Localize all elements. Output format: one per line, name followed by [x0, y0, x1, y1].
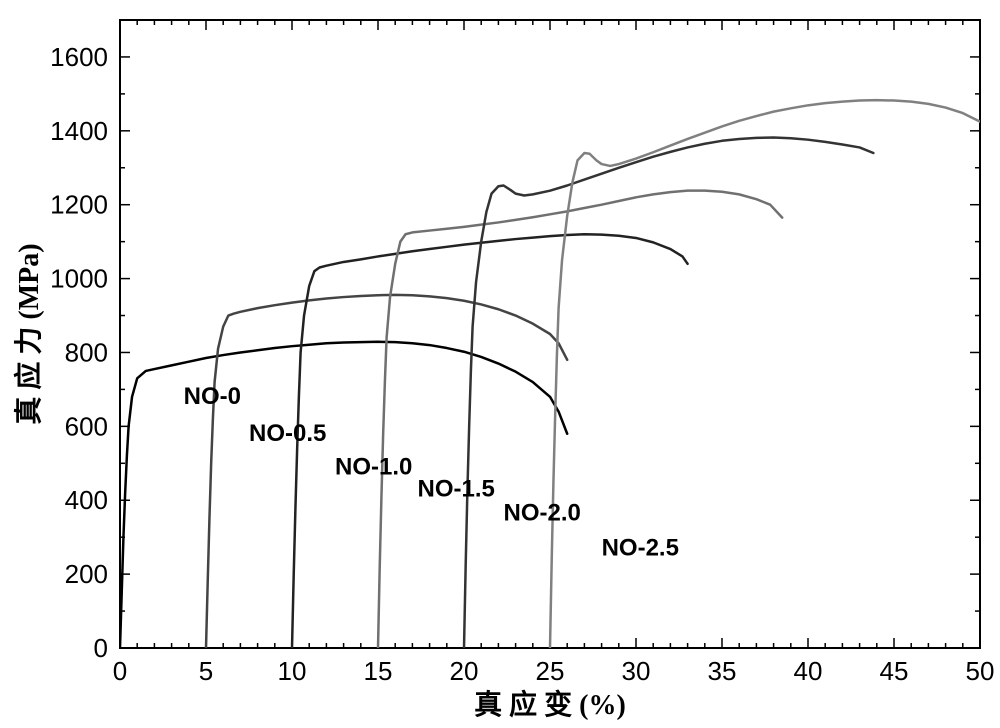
series-label-NO-1.0: NO-1.0 — [335, 453, 412, 480]
y-tick-label: 0 — [94, 633, 108, 663]
y-tick-label: 400 — [65, 485, 108, 515]
y-tick-label: 1600 — [50, 42, 108, 72]
x-tick-label: 25 — [536, 656, 565, 686]
x-tick-label: 10 — [278, 656, 307, 686]
x-tick-label: 40 — [794, 656, 823, 686]
y-tick-label: 800 — [65, 337, 108, 367]
series-label-NO-0.5: NO-0.5 — [249, 420, 326, 447]
x-tick-label: 45 — [880, 656, 909, 686]
series-label-NO-2.0: NO-2.0 — [504, 500, 581, 527]
x-tick-label: 0 — [113, 656, 127, 686]
y-tick-label: 200 — [65, 559, 108, 589]
x-tick-label: 30 — [622, 656, 651, 686]
series-label-NO-2.5: NO-2.5 — [602, 535, 679, 562]
x-tick-label: 15 — [364, 656, 393, 686]
x-tick-label: 20 — [450, 656, 479, 686]
y-tick-label: 1400 — [50, 116, 108, 146]
y-tick-label: 600 — [65, 411, 108, 441]
x-tick-label: 35 — [708, 656, 737, 686]
x-tick-label: 5 — [199, 656, 213, 686]
y-tick-label: 1200 — [50, 190, 108, 220]
series-label-NO-1.5: NO-1.5 — [418, 476, 495, 503]
series-label-NO-0: NO-0 — [184, 383, 241, 410]
x-tick-label: 50 — [966, 656, 995, 686]
x-axis-label: 真 应 变 (%) — [474, 688, 626, 721]
stress-strain-chart: 0 5 10 15 20 25 30 35 40 45 50 0 200 400 600 800 1000 120… — [0, 0, 1000, 728]
y-tick-label: 1000 — [50, 264, 108, 294]
y-axis-label: 真 应 力 (MPa) — [12, 243, 45, 424]
